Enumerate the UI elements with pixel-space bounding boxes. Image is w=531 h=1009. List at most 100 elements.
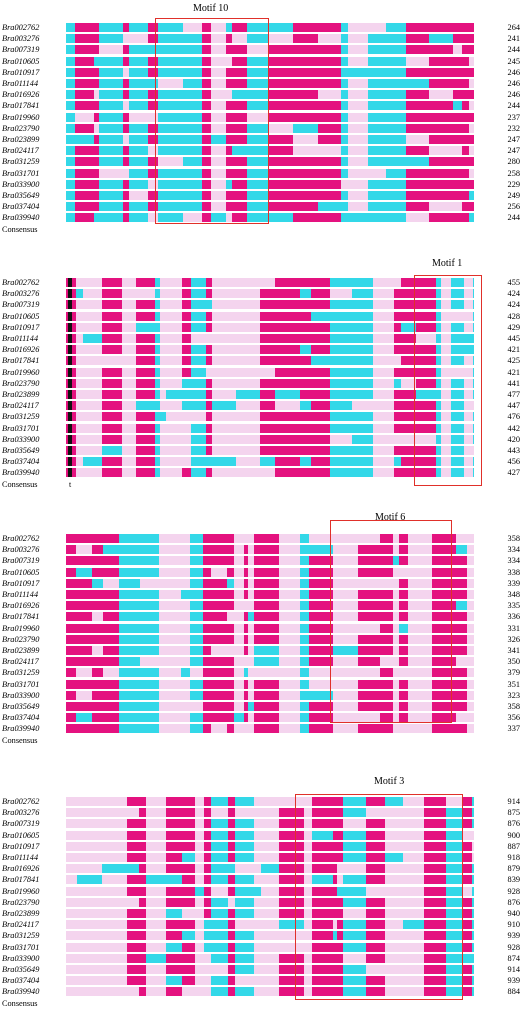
alignment-block: [183, 90, 202, 100]
alignment-block: [202, 67, 211, 77]
alignment-block: [99, 213, 123, 223]
alignment-block: [260, 378, 275, 388]
alignment-block: [119, 657, 140, 667]
alignment-block: [318, 168, 341, 178]
alignment-block: [337, 797, 343, 806]
alignment-block: [424, 931, 446, 941]
alignment-block: [66, 545, 76, 555]
alignment-block: [309, 545, 333, 555]
alignment-block: [227, 690, 234, 700]
alignment-block: [394, 345, 401, 355]
alignment-block: [300, 724, 309, 734]
alignment-block: [343, 886, 366, 896]
sequence-id: Bra002762: [2, 797, 40, 806]
consensus-row: Consensus: [0, 735, 531, 746]
alignment-block: [136, 412, 155, 422]
alignment-block: [204, 864, 211, 874]
alignment-block: [394, 423, 401, 433]
alignment-block: [456, 634, 467, 644]
alignment-block: [102, 311, 122, 321]
alignment-block: [352, 345, 373, 355]
alignment-block: [463, 953, 472, 963]
alignment-block: [464, 334, 473, 343]
alignment-block: [352, 356, 373, 366]
alignment-block: [429, 45, 453, 55]
alignment-block: [182, 345, 191, 355]
alignment-block: [94, 157, 99, 167]
alignment-block: [275, 278, 300, 287]
sequence-id: Bra007319: [2, 556, 40, 566]
alignment-block: [244, 556, 248, 566]
alignment-block: [318, 202, 341, 212]
conserved-column-block: [68, 434, 72, 444]
alignment-block: [99, 112, 123, 122]
alignment-block: [183, 112, 202, 122]
alignment-block: [202, 146, 211, 156]
alignment-block: [318, 135, 341, 144]
residue-position: 910: [507, 920, 520, 930]
alignment-block: [140, 623, 159, 633]
alignment-block: [94, 146, 99, 156]
alignment-block: [92, 668, 103, 678]
alignment-block: [311, 345, 330, 355]
alignment-block: [99, 179, 123, 189]
alignment-block: [333, 976, 337, 986]
alignment-block: [268, 157, 293, 167]
alignment-block: [76, 646, 92, 655]
alignment-block: [268, 90, 293, 100]
aligned-sequence: [66, 378, 474, 388]
sequence-id: Bra023899: [2, 390, 40, 399]
motif-title: Motif 6: [375, 512, 406, 523]
alignment-block: [235, 987, 254, 997]
alignment-block: [182, 819, 195, 829]
alignment-block: [268, 79, 293, 88]
alignment-block: [293, 157, 318, 167]
alignment-block: [380, 601, 393, 611]
sequence-row: Bra035649 358: [0, 701, 531, 712]
alignment-block: [432, 590, 456, 599]
sequence-id: Bra037404: [2, 457, 40, 467]
alignment-block: [358, 545, 380, 555]
sequence-id: Bra011144: [2, 853, 39, 862]
alignment-block: [309, 567, 333, 577]
aligned-sequence: [66, 101, 474, 111]
alignment-block: [244, 690, 248, 700]
alignment-block: [191, 401, 206, 411]
alignment-block: [75, 191, 94, 200]
sequence-id: Bra016926: [2, 601, 40, 611]
alignment-block: [275, 322, 300, 332]
aligned-sequence: [66, 797, 474, 806]
alignment-block: [254, 590, 279, 599]
sequence-row: Bra002762 358: [0, 533, 531, 544]
alignment-block: [232, 123, 247, 133]
alignment-block: [436, 457, 441, 467]
alignment-block: [119, 702, 140, 711]
alignment-block: [103, 567, 119, 577]
residue-position: 379: [507, 668, 520, 678]
alignment-block: [473, 334, 474, 343]
alignment-block: [352, 322, 373, 332]
aligned-sequence: [66, 123, 474, 133]
alignment-block: [103, 702, 119, 711]
sequence-id: Bra003276: [2, 34, 40, 44]
aligned-sequence: [66, 909, 474, 918]
alignment-block: [368, 112, 386, 122]
alignment-block: [66, 79, 75, 88]
alignment-block: [352, 300, 373, 310]
alignment-block: [123, 112, 129, 122]
alignment-block: [312, 797, 333, 806]
sequence-id: Bra033900: [2, 434, 40, 444]
alignment-block: [394, 446, 401, 455]
alignment-block: [140, 545, 159, 555]
alignment-block: [66, 213, 75, 223]
alignment-block: [211, 601, 227, 611]
alignment-block: [92, 690, 103, 700]
alignment-block: [191, 289, 206, 299]
alignment-block: [123, 191, 129, 200]
alignment-block: [127, 953, 139, 963]
alignment-block: [436, 300, 441, 310]
alignment-block: [203, 724, 211, 734]
alignment-block: [75, 168, 94, 178]
aligned-sequence: [66, 534, 474, 543]
alignment-block: [451, 345, 464, 355]
